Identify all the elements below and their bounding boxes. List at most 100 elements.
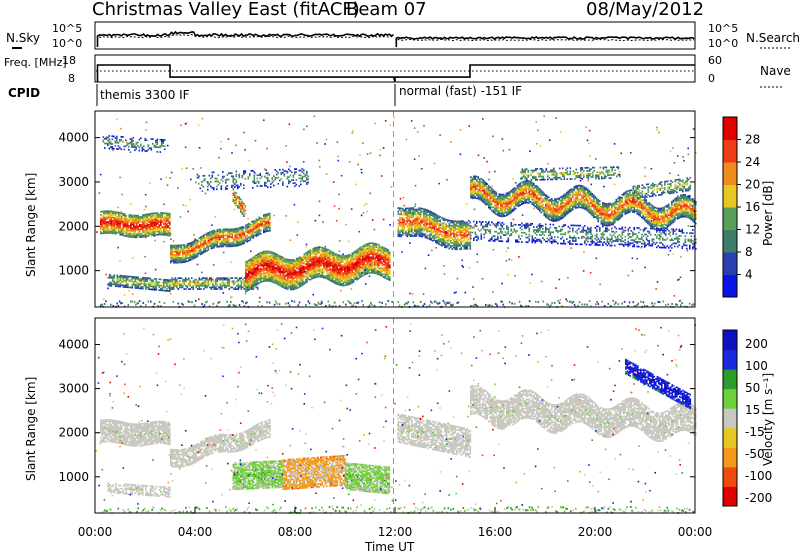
heatmap-cell bbox=[170, 244, 172, 247]
heatmap-cell bbox=[477, 194, 480, 197]
heatmap-cell bbox=[263, 220, 265, 223]
heatmap-cell bbox=[432, 222, 434, 225]
heatmap-cell bbox=[451, 220, 454, 222]
heatmap-cell bbox=[473, 197, 475, 199]
heatmap-cell bbox=[161, 145, 163, 147]
heatmap-cell bbox=[479, 190, 481, 193]
heatmap-cell bbox=[119, 213, 122, 216]
heatmap-cell bbox=[183, 288, 186, 290]
heatmap-cell bbox=[306, 174, 308, 176]
heatmap-cell bbox=[140, 278, 143, 280]
heatmap-cell bbox=[415, 213, 418, 215]
heatmap-cell bbox=[127, 227, 129, 230]
heatmap-cell bbox=[359, 250, 361, 252]
heatmap-cell bbox=[342, 256, 345, 259]
heatmap-cell bbox=[210, 180, 212, 183]
heatmap-cell bbox=[309, 258, 312, 261]
heatmap-cell bbox=[402, 213, 404, 216]
heatmap-cell bbox=[101, 226, 104, 228]
heatmap-cell bbox=[139, 279, 141, 282]
heatmap-cell bbox=[423, 229, 425, 232]
heatmap-cell bbox=[479, 197, 481, 199]
heatmap-cell bbox=[344, 276, 346, 279]
heatmap-cell bbox=[463, 237, 466, 239]
heatmap-cell bbox=[245, 266, 247, 268]
heatmap-cell bbox=[236, 240, 238, 242]
heatmap-cell bbox=[155, 221, 158, 224]
heatmap-cell bbox=[134, 276, 137, 278]
heatmap-cell bbox=[414, 230, 416, 233]
heatmap-cell bbox=[106, 211, 108, 214]
heatmap-cell bbox=[231, 175, 233, 178]
heatmap-cell bbox=[149, 227, 152, 229]
heatmap-cell bbox=[405, 213, 407, 216]
heatmap-cell bbox=[206, 234, 208, 237]
heatmap-cell bbox=[249, 269, 252, 272]
heatmap-cell bbox=[341, 258, 343, 260]
heatmap-cell bbox=[438, 226, 440, 228]
heatmap-cell bbox=[424, 228, 427, 231]
heatmap-cell bbox=[336, 269, 339, 271]
heatmap-cell bbox=[278, 256, 280, 258]
heatmap-cell bbox=[303, 265, 306, 268]
heatmap-cell bbox=[139, 230, 141, 232]
heatmap-cell bbox=[252, 272, 255, 274]
heatmap-cell bbox=[417, 230, 419, 233]
heatmap-cell bbox=[260, 268, 262, 271]
heatmap-cell bbox=[254, 277, 256, 279]
heatmap-cell bbox=[282, 267, 285, 270]
heatmap-cell bbox=[222, 277, 225, 279]
heatmap-cell bbox=[384, 277, 387, 279]
heatmap-cell bbox=[282, 171, 284, 174]
heatmap-cell bbox=[377, 256, 379, 258]
heatmap-cell bbox=[125, 284, 128, 287]
heatmap-cell bbox=[453, 226, 455, 229]
heatmap-cell bbox=[210, 286, 213, 289]
heatmap-cell bbox=[166, 283, 168, 286]
heatmap-cell bbox=[185, 285, 187, 287]
heatmap-cell bbox=[389, 251, 391, 254]
heatmap-cell bbox=[363, 247, 366, 250]
heatmap-cell bbox=[163, 282, 165, 284]
heatmap-cell bbox=[344, 275, 346, 277]
heatmap-cell bbox=[115, 217, 117, 220]
heatmap-cell bbox=[108, 141, 111, 144]
heatmap-cell bbox=[377, 260, 379, 263]
heatmap-cell bbox=[253, 177, 256, 180]
heatmap-cell bbox=[110, 219, 113, 222]
heatmap-cell bbox=[460, 242, 463, 244]
heatmap-cell bbox=[254, 255, 256, 258]
heatmap-cell bbox=[309, 260, 312, 262]
heatmap-cell bbox=[231, 228, 234, 231]
heatmap-cell bbox=[100, 226, 102, 229]
heatmap-cell bbox=[366, 249, 369, 252]
heatmap-cell bbox=[290, 282, 292, 285]
heatmap-cell bbox=[234, 199, 236, 202]
heatmap-cell bbox=[482, 185, 484, 187]
heatmap-cell bbox=[107, 144, 109, 147]
heatmap-cell bbox=[266, 222, 268, 225]
heatmap-cell bbox=[317, 251, 319, 253]
heatmap-cell bbox=[163, 289, 165, 292]
heatmap-cell bbox=[116, 148, 118, 150]
heatmap-cell bbox=[289, 170, 292, 172]
heatmap-cell bbox=[441, 243, 443, 245]
heatmap-cell bbox=[275, 271, 277, 274]
heatmap-cell bbox=[258, 263, 261, 266]
heatmap-cell bbox=[426, 229, 428, 231]
heatmap-cell bbox=[308, 256, 310, 259]
heatmap-cell bbox=[110, 224, 113, 227]
heatmap-cell bbox=[201, 181, 203, 183]
heatmap-cell bbox=[131, 277, 134, 280]
heatmap-cell bbox=[305, 272, 307, 275]
heatmap-cell bbox=[252, 284, 255, 287]
heatmap-cell bbox=[173, 258, 175, 261]
heatmap-cell bbox=[380, 246, 382, 249]
heatmap-cell bbox=[353, 280, 355, 283]
heatmap-cell bbox=[252, 261, 255, 263]
heatmap-cell bbox=[204, 278, 207, 281]
heatmap-cell bbox=[300, 274, 303, 276]
heatmap-cell bbox=[426, 223, 428, 225]
heatmap-cell bbox=[326, 257, 328, 260]
heatmap-cell bbox=[406, 232, 409, 235]
